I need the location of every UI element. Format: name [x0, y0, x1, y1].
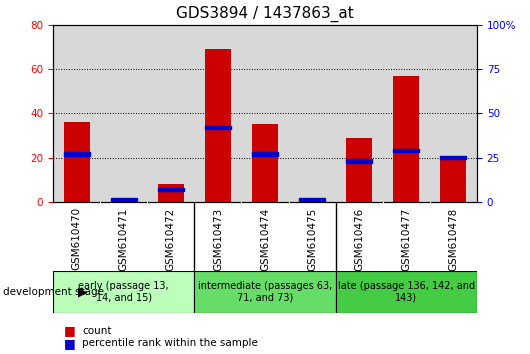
Text: GSM610475: GSM610475	[307, 207, 317, 270]
Bar	[64, 122, 90, 202]
Bar	[158, 188, 184, 191]
Bar	[335, 25, 383, 202]
Bar	[346, 159, 372, 163]
Bar	[346, 138, 372, 202]
Text: ▶: ▶	[78, 286, 88, 298]
Text: GSM610474: GSM610474	[260, 207, 270, 270]
Bar	[147, 25, 195, 202]
Bar	[252, 124, 278, 202]
Text: intermediate (passages 63,
71, and 73): intermediate (passages 63, 71, and 73)	[198, 281, 332, 303]
Bar	[288, 25, 335, 202]
Text: GSM610478: GSM610478	[448, 207, 458, 270]
Text: GSM610471: GSM610471	[119, 207, 129, 270]
Text: GSM610477: GSM610477	[401, 207, 411, 270]
Bar	[393, 149, 419, 152]
Bar	[252, 152, 278, 156]
Text: count: count	[82, 326, 112, 336]
Text: GSM610472: GSM610472	[166, 207, 176, 270]
Title: GDS3894 / 1437863_at: GDS3894 / 1437863_at	[176, 6, 354, 22]
Bar	[111, 198, 137, 202]
Text: GSM610473: GSM610473	[213, 207, 223, 270]
Bar	[195, 271, 335, 313]
Text: development stage: development stage	[3, 287, 104, 297]
Bar	[64, 152, 90, 156]
Bar	[299, 200, 325, 202]
Bar	[430, 25, 477, 202]
Bar	[205, 126, 231, 129]
Bar	[158, 184, 184, 202]
Text: late (passage 136, 142, and
143): late (passage 136, 142, and 143)	[338, 281, 475, 303]
Bar	[383, 25, 430, 202]
Text: early (passage 13,
14, and 15): early (passage 13, 14, and 15)	[78, 281, 169, 303]
Text: percentile rank within the sample: percentile rank within the sample	[82, 338, 258, 348]
Bar	[335, 271, 477, 313]
Bar	[205, 49, 231, 202]
Bar	[100, 25, 147, 202]
Bar	[242, 25, 288, 202]
Bar	[440, 158, 466, 202]
Bar	[53, 25, 100, 202]
Text: GSM610470: GSM610470	[72, 207, 82, 270]
Text: GSM610476: GSM610476	[354, 207, 364, 270]
Bar	[299, 198, 325, 202]
Bar	[53, 271, 195, 313]
Text: ■: ■	[64, 325, 75, 337]
Bar	[440, 156, 466, 159]
Bar	[195, 25, 242, 202]
Text: ■: ■	[64, 337, 75, 350]
Bar	[393, 76, 419, 202]
